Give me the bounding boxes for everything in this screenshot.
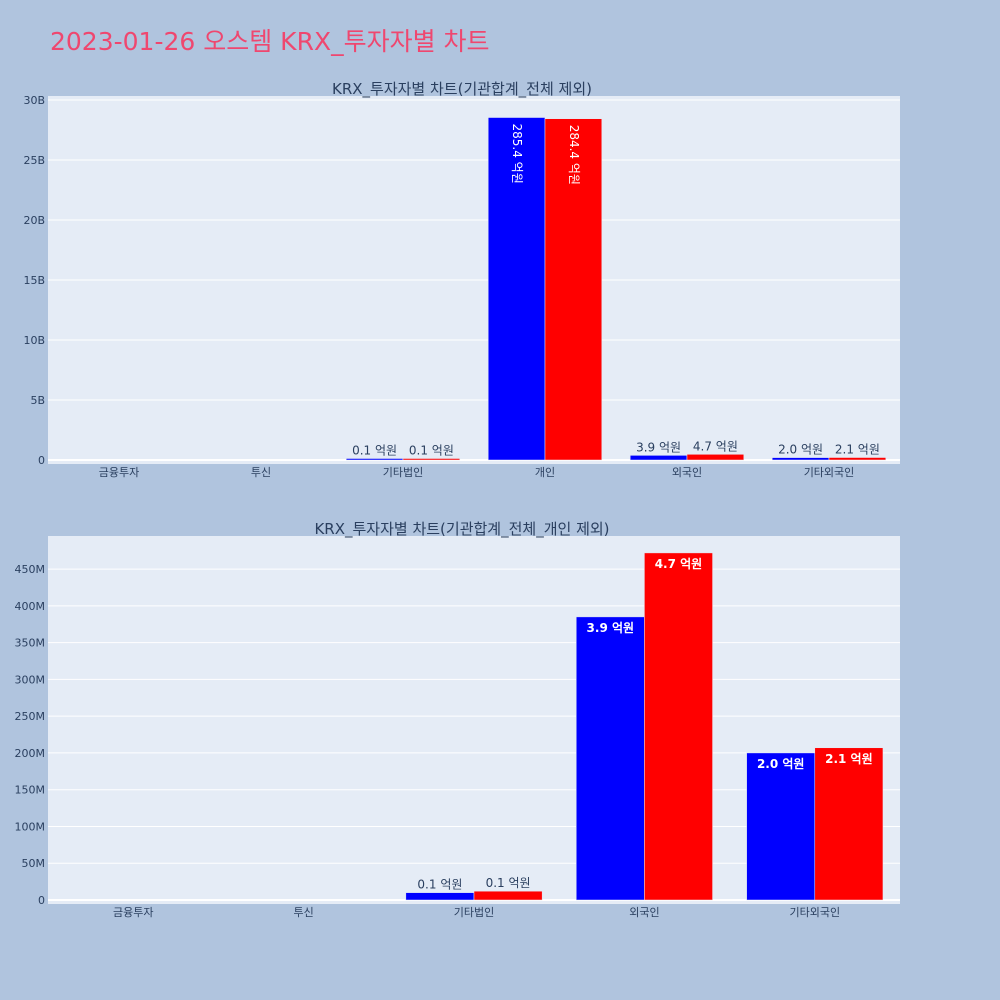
- y-tick-label: 0: [38, 894, 45, 907]
- bar[interactable]: [814, 747, 884, 901]
- y-tick-label: 25B: [23, 154, 45, 167]
- y-tick-label: 250M: [15, 710, 46, 723]
- x-tick-label: 금융투자: [99, 466, 139, 479]
- y-tick-label: 450M: [15, 563, 46, 576]
- chart-title: KRX_투자자별 차트(기관합계_전체 제외): [332, 80, 592, 99]
- x-tick-label: 기타외국인: [789, 906, 840, 919]
- bar[interactable]: [405, 892, 475, 901]
- data-label: 4.7 억원: [655, 557, 703, 571]
- bar[interactable]: [402, 458, 461, 461]
- bar[interactable]: [575, 616, 645, 901]
- y-tick-label: 0: [38, 454, 45, 467]
- y-tick-label: 10B: [23, 334, 45, 347]
- data-label: 3.9 억원: [587, 621, 635, 635]
- x-tick-label: 투신: [251, 466, 271, 479]
- bar[interactable]: [746, 752, 816, 901]
- bar[interactable]: [629, 455, 688, 461]
- bar[interactable]: [771, 457, 830, 461]
- data-label: 4.7 억원: [693, 439, 738, 453]
- x-tick-label: 금융투자: [113, 906, 153, 919]
- data-label: 3.9 억원: [636, 440, 681, 454]
- x-tick-label: 외국인: [672, 466, 702, 479]
- y-tick-label: 5B: [30, 394, 45, 407]
- y-tick-label: 15B: [23, 274, 45, 287]
- x-tick-label: 기타법인: [454, 906, 494, 919]
- chart-title: KRX_투자자별 차트(기관합계_전체_개인 제외): [314, 520, 609, 539]
- data-label: 0.1 억원: [417, 878, 462, 892]
- y-tick-label: 300M: [15, 673, 46, 686]
- y-tick-label: 200M: [15, 747, 46, 760]
- x-tick-label: 투신: [293, 906, 313, 919]
- data-label: 0.1 억원: [486, 876, 531, 890]
- data-label: 2.0 억원: [778, 443, 823, 457]
- data-label: 284.4 억원: [567, 125, 581, 185]
- x-tick-label: 외국인: [629, 906, 659, 919]
- chart-investor-all: 0 5B 10B 15B 20B 25B 30B KRX_투자자별 차트(기관합계_전체 제외…: [23, 80, 900, 479]
- page-title: 2023-01-26 오스템 KRX_투자자별 차트: [50, 27, 490, 56]
- data-label: 2.0 억원: [757, 757, 805, 771]
- y-tick-label: 150M: [15, 784, 46, 797]
- y-tick-label: 100M: [15, 820, 46, 833]
- x-tick-label: 기타외국인: [804, 466, 855, 479]
- data-label: 0.1 억원: [352, 444, 397, 458]
- bar[interactable]: [644, 552, 713, 901]
- data-label: 2.1 억원: [825, 752, 873, 766]
- bar[interactable]: [828, 457, 887, 461]
- chart-investor-excl-individual: 0 50M 100M 150M 200M 250M 300M 350M 400M 450M KRX_…: [15, 520, 900, 919]
- bar[interactable]: [345, 458, 404, 461]
- bar[interactable]: [686, 454, 745, 461]
- data-label: 2.1 억원: [835, 443, 880, 457]
- bar[interactable]: [487, 117, 546, 461]
- x-tick-label: 개인: [535, 466, 555, 479]
- data-label: 285.4 억원: [510, 124, 524, 184]
- y-tick-label: 350M: [15, 637, 46, 650]
- y-tick-label: 20B: [23, 214, 45, 227]
- y-tick-label: 30B: [23, 94, 45, 107]
- y-tick-label: 400M: [15, 600, 46, 613]
- bar[interactable]: [544, 118, 603, 461]
- data-label: 0.1 억원: [409, 444, 454, 458]
- x-tick-label: 기타법인: [383, 466, 423, 479]
- bar[interactable]: [473, 890, 543, 901]
- y-tick-label: 50M: [22, 857, 46, 870]
